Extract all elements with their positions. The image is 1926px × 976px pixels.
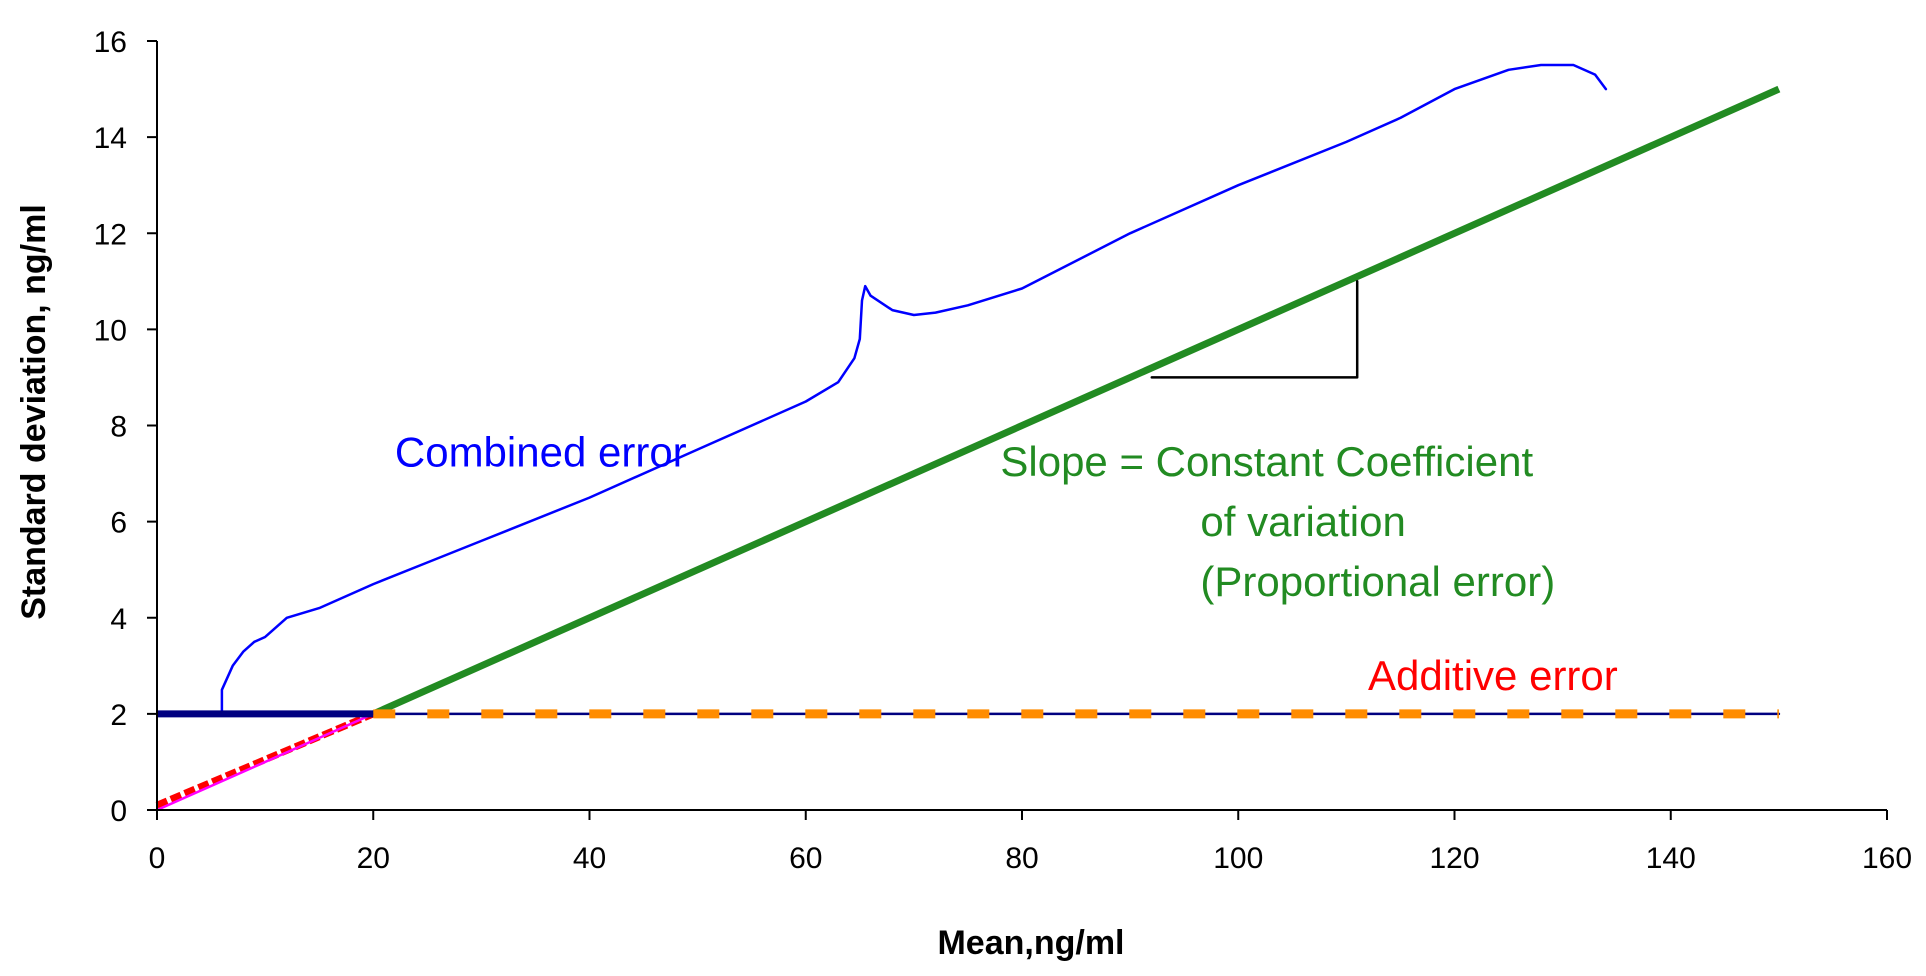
- series-line-0: [220, 63, 1608, 716]
- y-tick-label-0: 0: [110, 795, 127, 828]
- y-tick-label-4: 8: [110, 411, 127, 444]
- y-tick-label-7: 14: [94, 122, 127, 155]
- y-tick-label-2: 4: [110, 603, 127, 636]
- annotation-1: Slope = Constant Coefficient: [1000, 438, 1533, 485]
- series-line-7: [1150, 280, 1359, 379]
- series-layer: [155, 63, 1781, 812]
- annotation-3: (Proportional error): [1200, 558, 1555, 605]
- y-axis-title: Standard deviation, ng/ml: [15, 204, 53, 620]
- annotation-0: Combined error: [395, 428, 687, 475]
- y-tick-label-8: 16: [94, 26, 127, 59]
- series-line-1: [371, 85, 1781, 718]
- x-tick-label-3: 60: [789, 842, 822, 875]
- annotation-2: of variation: [1200, 498, 1405, 545]
- annotations-layer: Combined error Slope = Constant Coefficie…: [395, 428, 1618, 698]
- y-tick-label-1: 2: [110, 699, 127, 732]
- x-tick-label-6: 120: [1429, 842, 1479, 875]
- x-tick-label-4: 80: [1005, 842, 1038, 875]
- annotation-4: Additive error: [1368, 652, 1618, 699]
- x-tick-label-5: 100: [1213, 842, 1263, 875]
- x-tick-label-8: 160: [1862, 842, 1912, 875]
- x-tick-label-2: 40: [573, 842, 606, 875]
- x-tick-label-0: 0: [149, 842, 166, 875]
- y-tick-label-3: 6: [110, 507, 127, 540]
- series-line-3: [155, 712, 375, 812]
- y-tick-label-5: 10: [94, 314, 127, 347]
- y-tick-label-6: 12: [94, 218, 127, 251]
- x-tick-label-1: 20: [357, 842, 390, 875]
- x-axis-title: Mean,ng/ml: [937, 924, 1124, 962]
- x-tick-label-7: 140: [1646, 842, 1696, 875]
- axes-layer: 0 20 40 60 80 100 120 140 160 0 2 4 6 8 10 12 14 16: [94, 26, 1912, 875]
